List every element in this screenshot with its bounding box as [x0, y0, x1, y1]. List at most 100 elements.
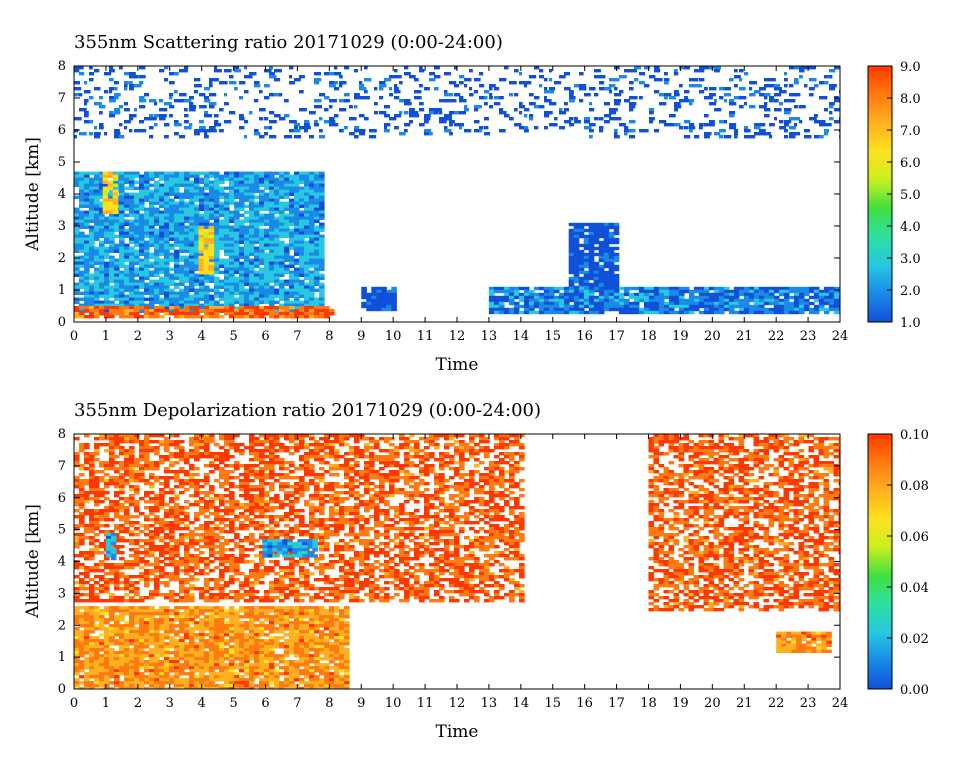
x-tick-label: 17: [608, 329, 625, 344]
colorbar-tick-label: 0.04: [900, 581, 929, 596]
x-tick-label: 23: [800, 329, 817, 344]
heatmap-feature: [776, 631, 832, 653]
heatmap-feature: [488, 286, 840, 315]
y-tick-label: 4: [58, 187, 66, 202]
x-tick-label: 8: [325, 696, 333, 711]
x-tick-label: 3: [166, 696, 174, 711]
depolarization-ratio-panel: 355nm Depolarization ratio 20171029 (0:0…: [23, 400, 929, 742]
x-axis: 0 1 2 3 4 5 6 7 8 9 10 11 12 13 14 15 16 17 18 19 20 21 22 23 24: [70, 66, 848, 344]
x-tick-label: 8: [325, 329, 333, 344]
x-tick-label: 18: [640, 696, 657, 711]
x-tick-label: 10: [385, 696, 402, 711]
x-tick-label: 7: [293, 696, 301, 711]
x-tick-label: 5: [229, 696, 237, 711]
x-tick-label: 22: [768, 696, 785, 711]
colorbar-tick-label: 9.0: [900, 60, 921, 75]
x-axis-label: Time: [436, 355, 479, 375]
colorbar-tick-label: 4.0: [900, 220, 921, 235]
x-tick-label: 21: [736, 696, 753, 711]
colorbar-tick-label: 0.06: [900, 530, 929, 545]
y-tick-label: 5: [58, 523, 66, 538]
scattering-ratio-panel: 355nm Scattering ratio 20171029 (0:00-24…: [23, 32, 921, 375]
y-tick-label: 2: [58, 618, 66, 633]
heatmap-area: [74, 66, 840, 319]
heatmap-feature: [262, 539, 318, 558]
x-tick-label: 13: [481, 696, 498, 711]
heatmap-feature: [361, 286, 397, 312]
x-tick-label: 20: [704, 329, 721, 344]
x-tick-label: 4: [198, 329, 206, 344]
colorbar-tick-label: 8.0: [900, 92, 921, 107]
y-tick-label: 5: [58, 155, 66, 170]
y-tick-label: 6: [58, 491, 66, 506]
y-tick-label: 8: [58, 427, 66, 442]
x-tick-label: 19: [672, 329, 689, 344]
y-axis-label: Altitude [km]: [23, 504, 43, 619]
colorbar-tick-label: 0.10: [900, 428, 929, 443]
heatmap-feature: [198, 226, 215, 275]
heatmap-feature: [74, 434, 525, 603]
x-tick-label: 14: [513, 329, 530, 344]
colorbar-tick-label: 2.0: [900, 284, 921, 299]
y-tick-label: 7: [58, 91, 66, 106]
x-tick-label: 21: [736, 329, 753, 344]
y-tick-label: 0: [58, 682, 66, 697]
x-tick-label: 7: [293, 329, 301, 344]
heatmap-feature: [648, 434, 840, 612]
x-tick-label: 15: [544, 329, 561, 344]
y-tick-label: 2: [58, 251, 66, 266]
heatmap-feature: [74, 306, 335, 319]
heatmap-feature: [105, 532, 117, 561]
heatmap-feature: [74, 66, 840, 139]
x-tick-label: 6: [261, 696, 269, 711]
x-tick-label: 2: [134, 696, 142, 711]
colorbar-tick-label: 5.0: [900, 188, 921, 203]
x-tick-label: 20: [704, 696, 721, 711]
y-tick-label: 6: [58, 123, 66, 138]
x-tick-label: 9: [357, 696, 365, 711]
x-tick-label: 1: [102, 329, 110, 344]
x-tick-label: 1: [102, 696, 110, 711]
x-tick-label: 5: [229, 329, 237, 344]
y-axis: 0 1 2 3 4 5 6 7 8: [58, 59, 840, 330]
y-tick-label: 0: [58, 315, 66, 330]
x-tick-label: 4: [198, 696, 206, 711]
heatmap-feature: [74, 171, 325, 313]
x-tick-label: 9: [357, 329, 365, 344]
x-tick-label: 6: [261, 329, 269, 344]
y-tick-label: 1: [58, 650, 66, 665]
y-axis-label: Altitude [km]: [23, 137, 43, 252]
y-tick-label: 1: [58, 283, 66, 298]
colorbar: [867, 433, 893, 690]
heatmap-feature: [102, 171, 119, 214]
x-tick-label: 16: [576, 696, 593, 711]
x-tick-label: 22: [768, 329, 785, 344]
x-tick-label: 11: [417, 329, 434, 344]
heatmap-feature: [74, 606, 350, 689]
y-tick-label: 3: [58, 219, 66, 234]
colorbar-ticks: 1.0 2.0 3.0 4.0 5.0 6.0 7.0 8.0 9.0: [887, 60, 921, 331]
y-axis: 0 1 2 3 4 5 6 7 8: [58, 427, 840, 697]
chart-title: 355nm Scattering ratio 20171029 (0:00-24…: [74, 32, 503, 53]
x-tick-label: 10: [385, 329, 402, 344]
y-tick-label: 3: [58, 586, 66, 601]
colorbar-tick-label: 7.0: [900, 124, 921, 139]
x-tick-label: 24: [832, 696, 849, 711]
x-tick-label: 23: [800, 696, 817, 711]
x-tick-label: 0: [70, 329, 78, 344]
x-tick-label: 24: [832, 329, 849, 344]
x-tick-label: 15: [544, 696, 561, 711]
x-tick-label: 3: [166, 329, 174, 344]
x-tick-label: 17: [608, 696, 625, 711]
colorbar-tick-label: 3.0: [900, 252, 921, 267]
y-tick-label: 8: [58, 59, 66, 74]
x-tick-label: 12: [449, 696, 466, 711]
chart-title: 355nm Depolarization ratio 20171029 (0:0…: [74, 400, 541, 421]
x-axis-label: Time: [436, 722, 479, 742]
x-tick-label: 16: [576, 329, 593, 344]
colorbar-tick-label: 6.0: [900, 156, 921, 171]
y-tick-label: 7: [58, 459, 66, 474]
heatmap-feature: [568, 222, 620, 293]
x-tick-label: 0: [70, 696, 78, 711]
